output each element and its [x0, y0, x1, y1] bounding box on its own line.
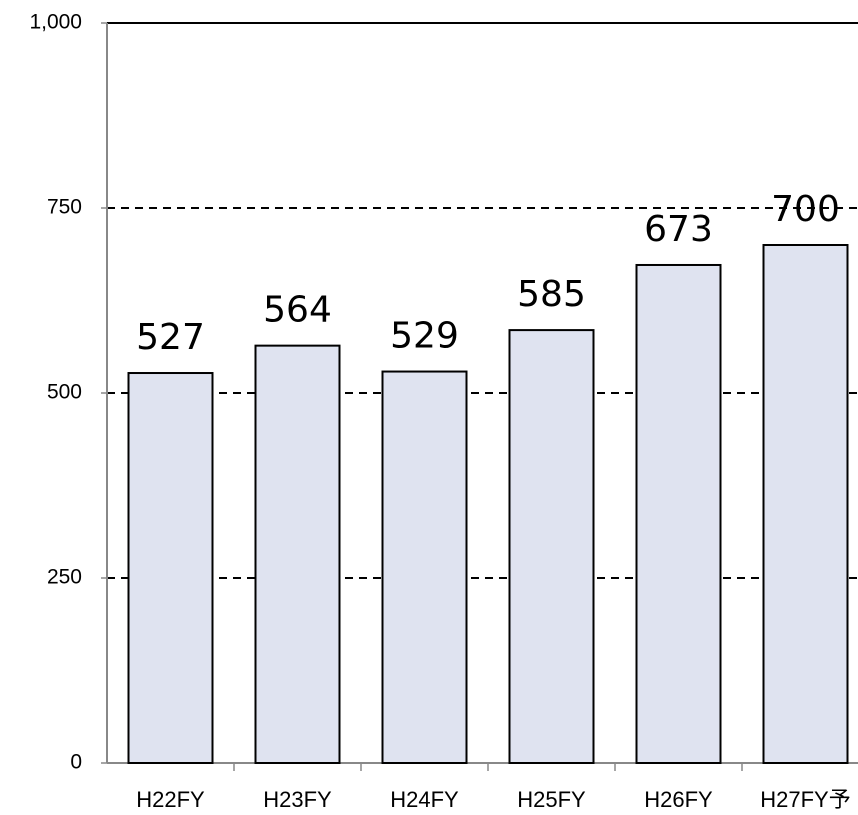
- data-label: 564: [263, 290, 332, 331]
- bar: [254, 344, 341, 764]
- data-label: 527: [136, 317, 205, 358]
- y-tick-label: 250: [47, 566, 82, 589]
- data-label: 700: [771, 189, 840, 230]
- bar: [508, 329, 595, 764]
- y-tick-label: 500: [47, 381, 82, 404]
- data-label: 529: [390, 316, 459, 357]
- y-tick-label: 1,000: [29, 11, 82, 34]
- data-label: 585: [517, 274, 586, 315]
- x-tick-label: H23FY: [263, 787, 332, 812]
- data-label: 673: [644, 209, 713, 250]
- bar: [127, 372, 214, 764]
- y-tick-label: 0: [70, 751, 82, 774]
- bar: [762, 244, 849, 764]
- x-tick-label: H24FY: [390, 787, 459, 812]
- x-tick-label: H25FY: [517, 787, 586, 812]
- bar: [635, 263, 722, 764]
- y-tick-label: 750: [47, 196, 82, 219]
- x-tick-label: H22FY: [136, 787, 205, 812]
- x-tick-label: H27FY予: [760, 787, 850, 812]
- bar: [381, 370, 468, 764]
- x-tick-label: H26FY: [644, 787, 713, 812]
